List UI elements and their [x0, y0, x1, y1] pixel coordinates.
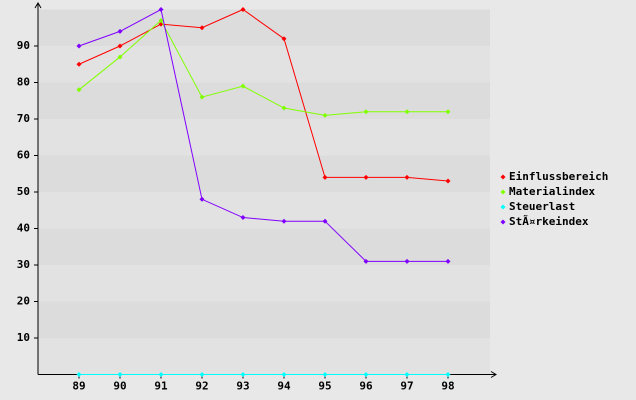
series-line	[78, 8, 449, 182]
point	[404, 174, 410, 180]
series-line	[78, 19, 448, 116]
point	[281, 105, 287, 111]
grid-band	[38, 46, 490, 83]
point	[199, 196, 205, 202]
legend-marker	[500, 204, 506, 210]
y-tick-label: 90	[17, 39, 30, 52]
point	[240, 215, 246, 221]
point	[322, 218, 328, 224]
x-tick-label: 92	[195, 380, 208, 393]
grid-band	[38, 301, 490, 338]
point	[322, 372, 328, 377]
point	[117, 54, 123, 60]
legend-label: Steuerlast	[509, 200, 575, 213]
grid-band	[38, 9, 490, 46]
point	[445, 372, 451, 377]
y-tick-label: 80	[17, 76, 30, 89]
point	[363, 258, 369, 264]
point	[363, 109, 369, 115]
x-tick-label: 97	[400, 380, 413, 393]
point	[76, 87, 82, 93]
point	[404, 372, 410, 377]
x-tick-label: 93	[236, 380, 249, 393]
x-tick-label: 89	[72, 380, 85, 393]
grid-band	[38, 338, 490, 375]
y-tick-label: 60	[17, 149, 30, 162]
x-tick-label: 96	[359, 380, 373, 393]
point	[281, 372, 287, 377]
point	[322, 112, 328, 118]
grid-band	[38, 155, 490, 192]
y-tick-label: 40	[17, 222, 30, 235]
point	[158, 17, 164, 23]
x-axis-arrow	[490, 371, 497, 378]
point	[240, 7, 246, 12]
point	[281, 218, 287, 224]
point	[281, 36, 287, 42]
y-axis-arrow	[34, 2, 42, 9]
x-tick-label: 94	[277, 380, 291, 393]
y-tick-label: 10	[17, 331, 30, 344]
grid-band	[38, 265, 490, 302]
grid-band	[38, 192, 490, 229]
y-tick-label: 30	[17, 258, 30, 271]
point	[117, 28, 123, 34]
y-tick-label: 20	[17, 295, 30, 308]
point	[445, 258, 451, 264]
y-tick-label: 70	[17, 112, 30, 125]
x-tick-label: 95	[318, 380, 331, 393]
point	[158, 372, 164, 377]
grid-band	[38, 119, 490, 156]
legend-label: Materialindex	[509, 185, 595, 198]
point	[76, 372, 82, 377]
point	[404, 258, 410, 264]
legend-marker	[500, 219, 506, 225]
point	[445, 178, 451, 184]
point	[363, 174, 369, 180]
series-line	[78, 8, 448, 262]
point	[158, 7, 164, 12]
point	[117, 43, 123, 49]
point	[76, 43, 82, 49]
point	[404, 109, 410, 115]
legend-label: StÃ¤rkeindex	[509, 215, 589, 228]
point	[322, 174, 328, 180]
point	[117, 372, 123, 377]
x-tick-label: 90	[113, 380, 126, 393]
point	[445, 109, 451, 115]
point	[363, 372, 369, 377]
point	[240, 372, 246, 377]
legend-marker	[500, 174, 506, 180]
legend-marker	[500, 189, 506, 195]
point	[199, 25, 205, 31]
grid-band	[38, 228, 490, 265]
legend-label: Einflussbereich	[509, 170, 608, 183]
point	[199, 372, 205, 377]
x-tick-label: 98	[441, 380, 454, 393]
point	[240, 83, 246, 89]
y-tick-label: 50	[17, 185, 30, 198]
point	[199, 94, 205, 100]
grid-band	[38, 82, 490, 119]
x-tick-label: 91	[154, 380, 168, 393]
point	[76, 61, 82, 67]
